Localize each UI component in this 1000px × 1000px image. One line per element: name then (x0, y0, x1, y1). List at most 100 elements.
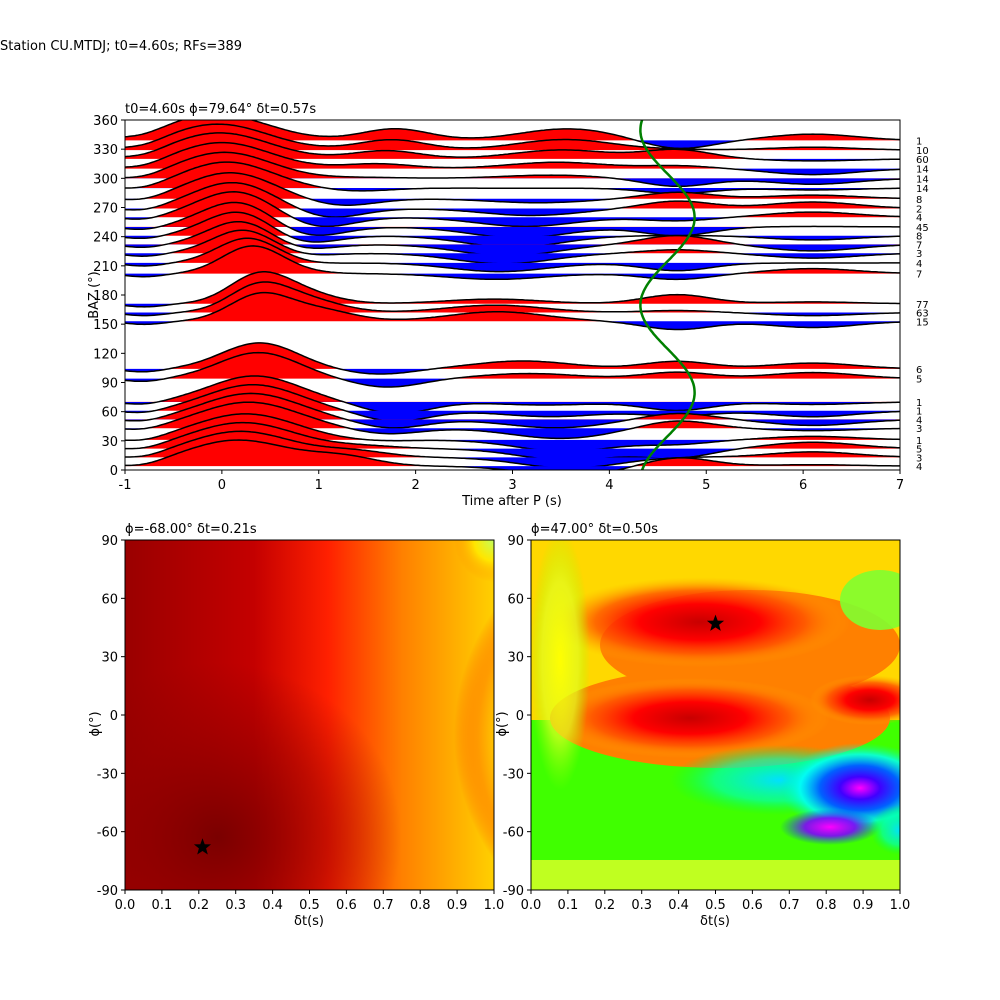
heatmap-right-xlabel: δt(s) (700, 914, 730, 929)
heatmap-left-ytick-label: 60 (101, 592, 118, 607)
heatmap-right-ytick-label: 60 (507, 592, 524, 607)
heatmap-right-xtick-label: 0.3 (631, 898, 652, 913)
rf-xlabel: Time after P (s) (461, 494, 562, 509)
heatmap-left-xtick-label: 0.3 (225, 898, 246, 913)
rf-trace-negative-fill (125, 321, 900, 330)
rf-ytick-label: 90 (101, 377, 118, 392)
heatmap-right: ϕ=47.00° δt=0.50s 0.0 0.1 0.2 0.3 0.4 0.5 0.6 0… (495, 522, 911, 929)
rf-trace-count: 8 (916, 232, 922, 243)
rf-trace-negative-fill (125, 244, 900, 256)
rf-trace-line (125, 351, 900, 388)
heatmap-right-xtick-label: 0.8 (816, 898, 837, 913)
heatmap-left-xtick-label: 0.6 (336, 898, 357, 913)
rf-trace-count: 77 (916, 300, 929, 311)
rf-xtick-label: 4 (605, 478, 613, 493)
rf-trace-count: 5 (916, 375, 922, 386)
rf-ytick-label: 180 (93, 289, 118, 304)
heatmap-left-xtick-label: 0.1 (152, 898, 173, 913)
rf-traces (125, 120, 900, 470)
heatmap-right-ytick-label: 30 (507, 651, 524, 666)
heatmap-right-ytick-label: 90 (507, 534, 524, 549)
rf-trace-negative-fill (125, 428, 900, 439)
rf-trace-negative-fill (125, 273, 900, 280)
rf-trace-count: 2 (916, 204, 922, 215)
heatmap-right-xtick-label: 0.1 (558, 898, 579, 913)
rf-trace-count: 10 (916, 146, 929, 157)
rf-trace-count: 8 (916, 195, 922, 206)
rf-axes: -1 0 1 2 3 4 5 6 7030609012015018021024027030033… (93, 114, 904, 493)
rf-trace-line (125, 245, 900, 281)
rf-ytick-label: 210 (93, 260, 118, 275)
rf-trace-count: 4 (916, 259, 922, 270)
rf-trace-negative-fill (125, 178, 900, 187)
heatmap-left-xtick-label: 0.4 (262, 898, 283, 913)
rf-trace-positive-fill (125, 230, 900, 254)
heatmap-right-best-star (706, 614, 725, 631)
heatmap-left-ytick-label: -90 (97, 884, 118, 899)
heatmap-right-axes: 0.0 0.1 0.2 0.3 0.4 0.5 0.6 0.7 0.8 0.9 1.0 -90 -60 -… (503, 534, 911, 913)
rf-ytick-label: 60 (101, 406, 118, 421)
rf-trace-count: 4 (916, 415, 922, 426)
rf-trace-positive-fill (125, 282, 900, 313)
rf-trace-count: 15 (916, 317, 929, 328)
rf-xtick-label: 2 (411, 478, 419, 493)
rf-trace-negative-fill (125, 253, 900, 264)
heatmap-left-xtick-label: 0.2 (188, 898, 209, 913)
heatmap-right-ytick-label: 0 (516, 709, 524, 724)
rf-trace-count: 1 (916, 436, 922, 447)
rf-ytick-label: 300 (93, 172, 118, 187)
rf-xtick-label: -1 (119, 478, 132, 493)
rf-trace-line (125, 123, 900, 151)
rf-trace-negative-fill (125, 140, 900, 149)
rf-trace-negative-fill (125, 217, 900, 227)
rf-trace-negative-fill (125, 419, 900, 428)
rf-trace-count: 1 (916, 407, 922, 418)
rf-trace-count: 4 (916, 213, 922, 224)
rf-trace-positive-fill (125, 413, 900, 440)
rf-xtick-label: 6 (799, 478, 807, 493)
rf-trace-positive-fill (125, 431, 900, 458)
rf-trace-count: 14 (916, 165, 929, 176)
rf-trace-count: 4 (916, 462, 922, 473)
rf-xtick-label: 5 (702, 478, 710, 493)
heatmap-right-xtick-label: 0.7 (779, 898, 800, 913)
rf-trace-count: 1 (916, 136, 922, 147)
rf-trace-count: 14 (916, 174, 929, 185)
rf-ytick-label: 30 (101, 435, 118, 450)
rf-xtick-label: 1 (315, 478, 323, 493)
rf-trace-positive-fill (125, 245, 900, 274)
heatmap-left-xtick-label: 0.0 (115, 898, 136, 913)
rf-trace-line (125, 181, 900, 218)
heatmap-left-title: ϕ=-68.00° δt=0.21s (125, 522, 257, 537)
heatmap-left-xtick-label: 0.5 (299, 898, 320, 913)
heatmap-right-ytick-label: -30 (503, 767, 524, 782)
rf-trace-line (125, 375, 900, 415)
heatmap-right-ytick-label: -90 (503, 884, 524, 899)
rf-trace-negative-fill (125, 262, 900, 272)
rf-trace-negative-fill (125, 235, 900, 248)
rf-trace-line (125, 281, 900, 317)
heatmap-right-xtick-label: 0.0 (521, 898, 542, 913)
heatmap-left-xlabel: δt(s) (294, 914, 324, 929)
rf-ytick-label: 360 (93, 114, 118, 129)
rf-trace-count: 63 (916, 309, 929, 320)
rf-trace-line (125, 161, 900, 195)
rf-trace-line (125, 413, 900, 453)
rf-trace-line (125, 191, 900, 228)
heatmap-right-xtick-label: 1.0 (890, 898, 911, 913)
rf-trace-negative-fill (125, 466, 900, 470)
heatmap-left-best-star (193, 838, 211, 855)
heatmap-left-ytick-label: 0 (110, 709, 118, 724)
heatmap-left-field (125, 540, 494, 890)
heatmap-left-ytick-label: -30 (97, 767, 118, 782)
rf-trace-count: 45 (916, 223, 929, 234)
rf-ytick-label: 0 (110, 464, 118, 479)
rf-trace-line (125, 291, 900, 331)
heatmap-left-xtick-label: 1.0 (484, 898, 505, 913)
rf-trace-positive-fill (125, 238, 900, 263)
rf-trace-line (125, 392, 900, 429)
rf-trace-line (125, 430, 900, 469)
rf-trace-count: 14 (916, 184, 929, 195)
